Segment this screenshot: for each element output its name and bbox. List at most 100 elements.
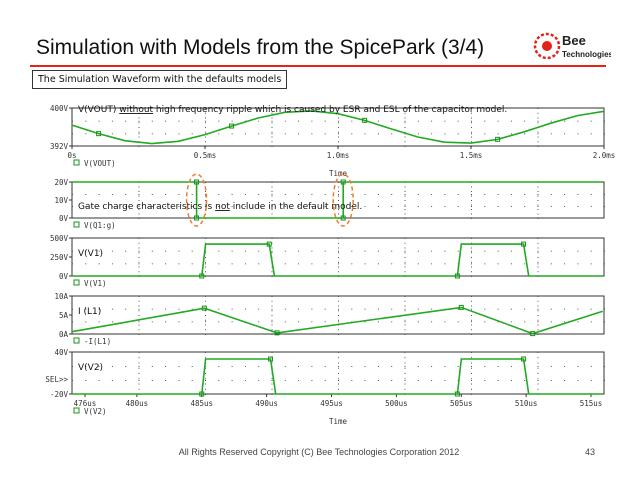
grid-dot: [138, 213, 140, 215]
grid-dot: [218, 120, 220, 122]
grid-dot: [524, 308, 526, 310]
title-divider: [30, 65, 606, 67]
grid-dot: [524, 321, 526, 323]
grid-dot: [138, 191, 140, 192]
grid-dot: [205, 329, 206, 331]
grid-dot: [338, 242, 339, 244]
grid-dot: [258, 380, 260, 381]
grid-dot: [72, 366, 73, 367]
grid-dot: [537, 263, 539, 265]
grid-dot: [231, 194, 233, 195]
grid-dot: [258, 321, 260, 323]
grid-dot: [471, 186, 472, 188]
grid-dot: [537, 378, 539, 380]
grid-dot: [457, 366, 459, 367]
grid-dot: [138, 252, 140, 254]
annotation-fragment: include in the default model.: [230, 202, 362, 212]
grid-dot: [577, 120, 579, 122]
grid-dot: [404, 324, 406, 326]
grid-dot: [271, 296, 273, 297]
grid-dot: [165, 194, 167, 195]
grid-dot: [98, 380, 100, 381]
gate-plot: 0V 10V 20V V(Q1:g) Gate charge characteristi…: [54, 178, 605, 230]
grid-dot: [391, 250, 393, 252]
grid-dot: [205, 200, 206, 201]
x-tick-label: 480us: [126, 399, 149, 408]
grid-dot: [338, 117, 339, 119]
series-point-marker: [96, 131, 102, 137]
grid-dot: [218, 321, 220, 323]
grid-dot: [271, 186, 273, 188]
grid-dot: [404, 191, 406, 192]
grid-dot: [85, 194, 87, 195]
grid-dot: [537, 300, 539, 302]
grid-dot: [125, 263, 127, 265]
grid-dot: [271, 380, 273, 381]
grid-dot: [404, 127, 406, 128]
grid-dot: [577, 308, 579, 310]
grid-dot: [125, 308, 127, 310]
grid-dot: [377, 133, 379, 135]
grid-dot: [497, 321, 499, 323]
grid-dot: [178, 133, 180, 135]
grid-dot: [431, 308, 433, 310]
il1-plot: 0A 5A 10A -I(L1) I (L1): [54, 292, 605, 346]
grid-dot: [404, 310, 406, 312]
grid-dot: [537, 271, 539, 273]
grid-dot: [537, 367, 539, 369]
grid-dot: [404, 242, 406, 244]
grid-dot: [298, 263, 300, 265]
grid-dot: [138, 388, 140, 390]
grid-dot: [271, 383, 273, 385]
grid-dot: [125, 366, 127, 367]
grid-dot: [550, 194, 552, 195]
grid-dot: [258, 308, 260, 310]
grid-dot: [324, 263, 326, 265]
grid-dot: [72, 308, 73, 310]
grid-dot: [364, 194, 366, 195]
grid-dot: [471, 373, 472, 374]
grid-dot: [205, 352, 206, 353]
grid-dot: [191, 120, 193, 122]
grid-dot: [72, 194, 73, 195]
annotation-fragment: without: [119, 105, 153, 115]
grid-dot: [338, 182, 339, 183]
grid-dot: [404, 367, 406, 369]
x-axis-label: Time: [329, 417, 348, 426]
grid-dot: [324, 120, 326, 122]
grid-dot: [85, 263, 87, 265]
grid-dot: [338, 357, 339, 359]
grid-dot: [510, 120, 512, 122]
grid-dot: [72, 250, 73, 252]
grid-dot: [404, 218, 406, 219]
grid-dot: [564, 194, 566, 195]
grid-dot: [404, 305, 406, 307]
series-point-marker: [454, 391, 460, 397]
grid-dot: [404, 321, 406, 323]
grid-dot: [85, 308, 87, 310]
grid-dot: [404, 266, 406, 268]
grid-dot: [351, 308, 353, 310]
grid-dot: [271, 305, 273, 307]
grid-dot: [471, 127, 472, 128]
grid-dot: [471, 261, 472, 263]
grid-dot: [471, 352, 472, 353]
grid-dot: [497, 380, 499, 381]
grid-dot: [351, 120, 353, 122]
grid-dot: [271, 321, 273, 323]
sel-marker: SEL>>: [45, 375, 68, 384]
grid-dot: [205, 238, 206, 239]
grid-dot: [205, 378, 206, 380]
grid-dot: [258, 366, 260, 367]
grid-dot: [311, 133, 313, 135]
grid-dot: [138, 108, 140, 109]
grid-dot: [138, 120, 140, 122]
grid-dot: [218, 133, 220, 135]
grid-dot: [218, 263, 220, 265]
grid-dot: [138, 366, 140, 367]
grid-dot: [338, 206, 339, 207]
y-tick-label: -20V: [50, 390, 69, 399]
grid-dot: [151, 133, 153, 135]
grid-dot: [138, 127, 140, 128]
grid-dot: [484, 194, 486, 195]
